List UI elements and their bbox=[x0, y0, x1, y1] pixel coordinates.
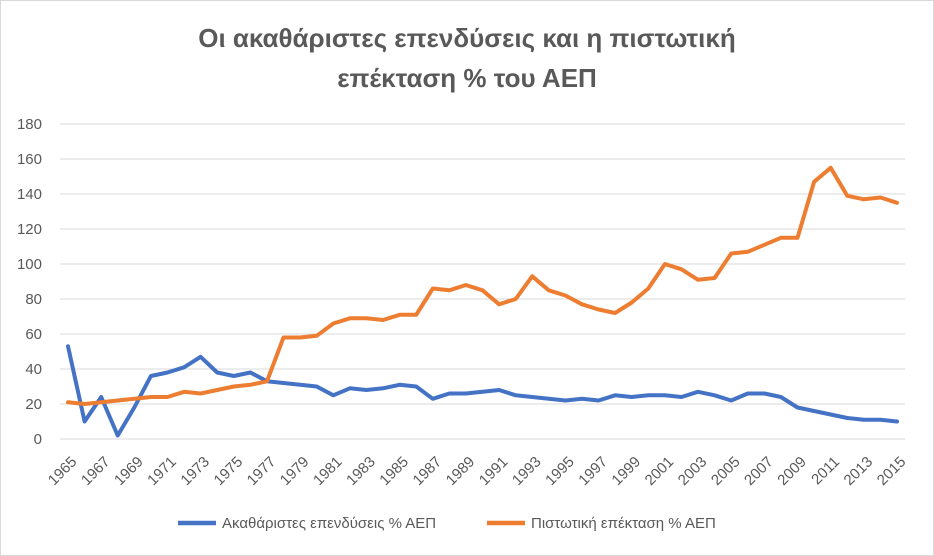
y-tick-label-140: 140 bbox=[17, 186, 42, 203]
y-tick-label-100: 100 bbox=[17, 256, 42, 273]
x-tick-label-1987: 1987 bbox=[410, 453, 446, 489]
y-tick-label-20: 20 bbox=[25, 396, 42, 413]
x-tick-label-1999: 1999 bbox=[608, 453, 644, 489]
x-tick-label-2005: 2005 bbox=[708, 453, 744, 489]
x-tick-label-2001: 2001 bbox=[642, 453, 678, 489]
x-tick-label-1965: 1965 bbox=[45, 453, 81, 489]
x-tick-label-1989: 1989 bbox=[443, 453, 479, 489]
x-tick-label-1975: 1975 bbox=[211, 453, 247, 489]
y-tick-label-80: 80 bbox=[25, 291, 42, 308]
gridlines bbox=[60, 123, 905, 440]
y-tick-label-40: 40 bbox=[25, 361, 42, 378]
legend-label-2: Πιστωτική επέκταση % ΑΕΠ bbox=[531, 515, 716, 532]
x-tick-label-2003: 2003 bbox=[675, 453, 711, 489]
y-tick-label-120: 120 bbox=[17, 221, 42, 238]
x-tick-label-1985: 1985 bbox=[376, 453, 412, 489]
x-tick-label-1979: 1979 bbox=[277, 453, 313, 489]
chart-title-line-1: Οι ακαθάριστες επενδύσεις και η πιστωτικ… bbox=[198, 23, 736, 53]
series-lines bbox=[66, 165, 899, 438]
x-tick-label-1997: 1997 bbox=[575, 453, 611, 489]
y-axis: 0 20 40 60 80 100 120 140 160 180 bbox=[17, 116, 42, 448]
x-tick-label-1983: 1983 bbox=[343, 453, 379, 489]
x-tick-label-2011: 2011 bbox=[808, 453, 843, 488]
y-tick-label-0: 0 bbox=[34, 431, 42, 448]
x-tick-label-1967: 1967 bbox=[78, 453, 114, 489]
x-tick-label-1971: 1971 bbox=[144, 453, 180, 489]
legend-label-1: Ακαθάριστες επενδύσεις % ΑΕΠ bbox=[222, 515, 436, 532]
y-tick-label-160: 160 bbox=[17, 151, 42, 168]
x-tick-label-2007: 2007 bbox=[741, 453, 777, 489]
y-tick-label-60: 60 bbox=[25, 326, 42, 343]
legend: Ακαθάριστες επενδύσεις % ΑΕΠ Πιστωτική επ… bbox=[178, 515, 716, 532]
x-tick-label-2015: 2015 bbox=[874, 453, 910, 489]
x-tick-label-2009: 2009 bbox=[774, 453, 810, 489]
x-tick-label-1995: 1995 bbox=[542, 453, 578, 489]
series-line-1 bbox=[66, 344, 899, 438]
x-tick-label-1969: 1969 bbox=[111, 453, 147, 489]
x-tick-label-2013: 2013 bbox=[841, 453, 877, 489]
series-line-2 bbox=[66, 165, 899, 406]
x-tick-label-1977: 1977 bbox=[244, 453, 280, 489]
chart-title-line-2: επέκταση % του ΑΕΠ bbox=[337, 63, 597, 93]
x-tick-label-1993: 1993 bbox=[509, 453, 545, 489]
x-axis: 1965196719691971197319751977197919811983… bbox=[45, 453, 910, 489]
y-tick-label-180: 180 bbox=[17, 116, 42, 133]
x-tick-label-1991: 1991 bbox=[476, 453, 512, 489]
x-tick-label-1981: 1981 bbox=[310, 453, 346, 489]
x-tick-label-1973: 1973 bbox=[177, 453, 213, 489]
